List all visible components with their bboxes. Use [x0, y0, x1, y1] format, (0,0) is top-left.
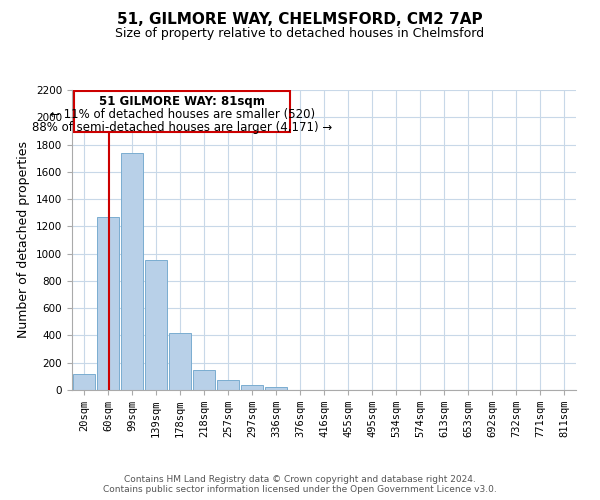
Text: ← 11% of detached houses are smaller (520): ← 11% of detached houses are smaller (52…: [50, 108, 315, 120]
Text: 51, GILMORE WAY, CHELMSFORD, CM2 7AP: 51, GILMORE WAY, CHELMSFORD, CM2 7AP: [117, 12, 483, 28]
Text: Size of property relative to detached houses in Chelmsford: Size of property relative to detached ho…: [115, 28, 485, 40]
Text: Contains public sector information licensed under the Open Government Licence v3: Contains public sector information licen…: [103, 485, 497, 494]
Bar: [193, 370, 215, 390]
Y-axis label: Number of detached properties: Number of detached properties: [17, 142, 31, 338]
Bar: [73, 374, 95, 390]
FancyBboxPatch shape: [74, 90, 290, 132]
Text: 51 GILMORE WAY: 81sqm: 51 GILMORE WAY: 81sqm: [99, 96, 265, 108]
Bar: [97, 217, 119, 390]
Bar: [217, 380, 239, 390]
Bar: [241, 385, 263, 390]
Text: Contains HM Land Registry data © Crown copyright and database right 2024.: Contains HM Land Registry data © Crown c…: [124, 475, 476, 484]
Text: 88% of semi-detached houses are larger (4,171) →: 88% of semi-detached houses are larger (…: [32, 122, 332, 134]
Bar: [145, 260, 167, 390]
Bar: [121, 152, 143, 390]
Bar: [265, 388, 287, 390]
Bar: [169, 334, 191, 390]
